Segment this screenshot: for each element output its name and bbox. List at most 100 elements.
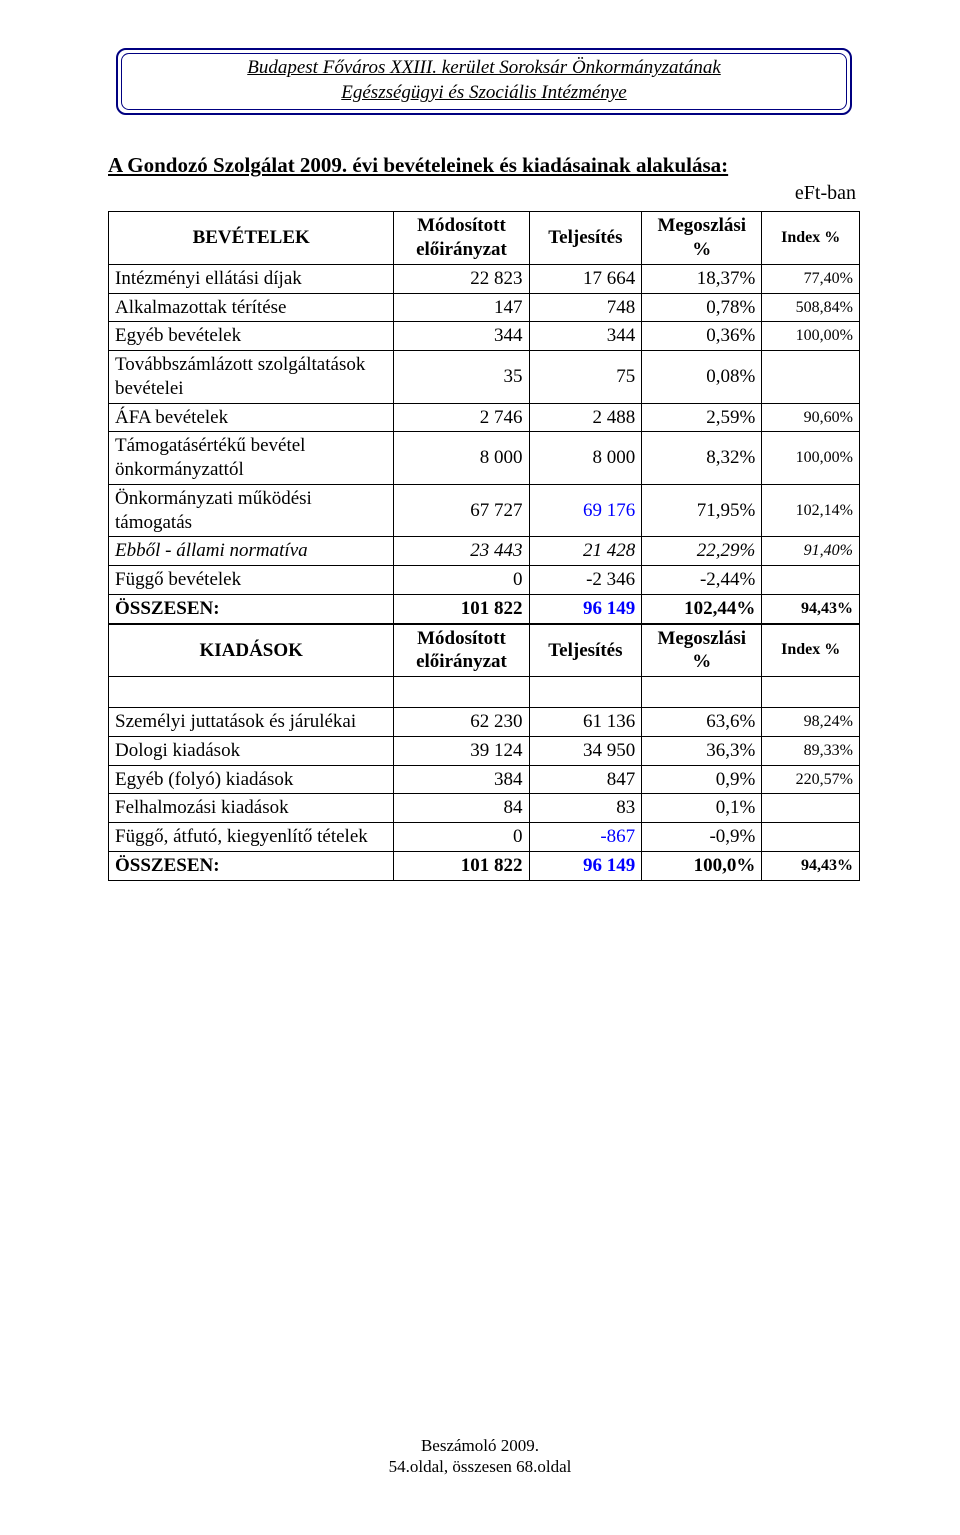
col-teljesites: Teljesítés <box>529 212 642 265</box>
cell-index: 91,40% <box>762 537 860 566</box>
cell-megoszlasi: -2,44% <box>642 566 762 595</box>
table-row: Támogatásértékű bevétel önkormányzattól8… <box>109 432 860 485</box>
cell-teljesites: 61 136 <box>529 708 642 737</box>
cell-megoszlasi: 102,44% <box>642 594 762 623</box>
revenues-heading: BEVÉTELEK <box>109 212 394 265</box>
cell-modositott: 0 <box>394 823 529 852</box>
cell-modositott: 384 <box>394 765 529 794</box>
cell-teljesites: -2 346 <box>529 566 642 595</box>
cell-megoszlasi: 71,95% <box>642 484 762 537</box>
row-label: Dologi kiadások <box>109 736 394 765</box>
table-gap-row <box>109 677 860 708</box>
cell-megoszlasi: 0,1% <box>642 794 762 823</box>
cell-modositott: 344 <box>394 322 529 351</box>
cell-modositott: 22 823 <box>394 264 529 293</box>
cell-teljesites: 83 <box>529 794 642 823</box>
table-row: Intézményi ellátási díjak22 82317 66418,… <box>109 264 860 293</box>
cell-teljesites: 96 149 <box>529 851 642 880</box>
cell-index: 90,60% <box>762 403 860 432</box>
unit-label: eFt-ban <box>108 182 860 205</box>
table-row: Önkormányzati működési támogatás67 72769… <box>109 484 860 537</box>
cell-modositott: 8 000 <box>394 432 529 485</box>
cell-teljesites: 69 176 <box>529 484 642 537</box>
cell-megoszlasi: 2,59% <box>642 403 762 432</box>
cell-teljesites: 847 <box>529 765 642 794</box>
row-label: ÖSSZESEN: <box>109 594 394 623</box>
cell-index: 77,40% <box>762 264 860 293</box>
cell-teljesites: 748 <box>529 293 642 322</box>
row-label: ÁFA bevételek <box>109 403 394 432</box>
cell-megoszlasi: 36,3% <box>642 736 762 765</box>
cell-modositott: 2 746 <box>394 403 529 432</box>
cell-index: 102,14% <box>762 484 860 537</box>
cell-megoszlasi: 0,36% <box>642 322 762 351</box>
cell-index <box>762 351 860 404</box>
cell-modositott: 39 124 <box>394 736 529 765</box>
footer-line-1: Beszámoló 2009. <box>421 1436 539 1455</box>
cell-modositott: 62 230 <box>394 708 529 737</box>
table-row: ÁFA bevételek2 7462 4882,59%90,60% <box>109 403 860 432</box>
cell-teljesites: -867 <box>529 823 642 852</box>
row-label: Ebből - állami normatíva <box>109 537 394 566</box>
cell-index: 94,43% <box>762 594 860 623</box>
header-line-2: Egészségügyi és Szociális Intézménye <box>341 82 626 103</box>
cell-index: 98,24% <box>762 708 860 737</box>
table-row: Egyéb bevételek3443440,36%100,00% <box>109 322 860 351</box>
table-row: Függő, átfutó, kiegyenlítő tételek0-867-… <box>109 823 860 852</box>
cell-index <box>762 794 860 823</box>
row-label: ÖSSZESEN: <box>109 851 394 880</box>
cell-modositott: 35 <box>394 351 529 404</box>
cell-modositott: 147 <box>394 293 529 322</box>
cell-teljesites: 344 <box>529 322 642 351</box>
cell-modositott: 23 443 <box>394 537 529 566</box>
cell-teljesites: 8 000 <box>529 432 642 485</box>
revenues-table: BEVÉTELEK Módosított előirányzat Teljesí… <box>108 211 860 623</box>
table-row: Dologi kiadások39 12434 95036,3%89,33% <box>109 736 860 765</box>
table-row: ÖSSZESEN:101 82296 149102,44%94,43% <box>109 594 860 623</box>
expenses-table: KIADÁSOK Módosított előirányzat Teljesít… <box>108 624 860 881</box>
table-row: Egyéb (folyó) kiadások3848470,9%220,57% <box>109 765 860 794</box>
col-teljesites-2: Teljesítés <box>529 624 642 677</box>
col-index-2: Index % <box>762 624 860 677</box>
page-title: A Gondozó Szolgálat 2009. évi bevételein… <box>108 153 860 178</box>
cell-index: 100,00% <box>762 432 860 485</box>
cell-modositott: 84 <box>394 794 529 823</box>
row-label: Intézményi ellátási díjak <box>109 264 394 293</box>
cell-index <box>762 566 860 595</box>
cell-teljesites: 34 950 <box>529 736 642 765</box>
cell-teljesites: 96 149 <box>529 594 642 623</box>
cell-megoszlasi: 100,0% <box>642 851 762 880</box>
col-megoszlasi: Megoszlási % <box>642 212 762 265</box>
cell-megoszlasi: 0,08% <box>642 351 762 404</box>
table-row: Ebből - állami normatíva23 44321 42822,2… <box>109 537 860 566</box>
row-label: Továbbszámlázott szolgáltatások bevétele… <box>109 351 394 404</box>
header-line-1: Budapest Főváros XXIII. kerület Soroksár… <box>247 57 721 78</box>
cell-megoszlasi: 63,6% <box>642 708 762 737</box>
cell-modositott: 101 822 <box>394 594 529 623</box>
cell-teljesites: 75 <box>529 351 642 404</box>
header-frame-outer: Budapest Főváros XXIII. kerület Soroksár… <box>116 48 852 115</box>
table-row: ÖSSZESEN:101 82296 149100,0%94,43% <box>109 851 860 880</box>
expenses-heading: KIADÁSOK <box>109 624 394 677</box>
header-frame-inner: Budapest Főváros XXIII. kerület Soroksár… <box>121 53 847 110</box>
row-label: Alkalmazottak térítése <box>109 293 394 322</box>
footer-line-2: 54.oldal, összesen 68.oldal <box>389 1457 572 1476</box>
cell-index: 100,00% <box>762 322 860 351</box>
page-footer: Beszámoló 2009. 54.oldal, összesen 68.ol… <box>0 1435 960 1478</box>
cell-teljesites: 21 428 <box>529 537 642 566</box>
row-label: Támogatásértékű bevétel önkormányzattól <box>109 432 394 485</box>
cell-modositott: 101 822 <box>394 851 529 880</box>
cell-modositott: 67 727 <box>394 484 529 537</box>
cell-megoszlasi: 22,29% <box>642 537 762 566</box>
row-label: Önkormányzati működési támogatás <box>109 484 394 537</box>
cell-megoszlasi: 8,32% <box>642 432 762 485</box>
row-label: Függő, átfutó, kiegyenlítő tételek <box>109 823 394 852</box>
table-row: Alkalmazottak térítése1477480,78%508,84% <box>109 293 860 322</box>
table-row: Függő bevételek0-2 346-2,44% <box>109 566 860 595</box>
row-label: Egyéb bevételek <box>109 322 394 351</box>
col-index: Index % <box>762 212 860 265</box>
expenses-header-row: KIADÁSOK Módosított előirányzat Teljesít… <box>109 624 860 677</box>
cell-megoszlasi: 0,78% <box>642 293 762 322</box>
row-label: Egyéb (folyó) kiadások <box>109 765 394 794</box>
cell-modositott: 0 <box>394 566 529 595</box>
